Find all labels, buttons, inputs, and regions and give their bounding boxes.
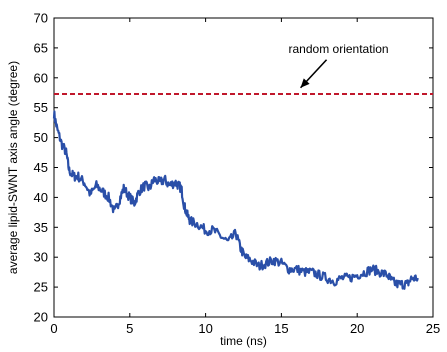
y-axis-label: average lipid-SWNT axis angle (degree) [6,61,20,274]
y-tick-label: 25 [34,280,48,295]
y-tick-label: 35 [34,220,48,235]
x-tick-label: 0 [50,321,57,336]
y-tick-label: 45 [34,160,48,175]
y-tick-label: 40 [34,190,48,205]
annotation: random orientation [289,42,389,89]
y-tick-label: 55 [34,100,48,115]
annotation-arrowhead [300,78,310,88]
tick-labels: 0 5 10 15 20 25 20 25 30 35 40 45 50 55 60 65 70 [34,11,441,337]
x-tick-label: 25 [426,321,440,336]
axis-ticks [53,17,434,318]
y-tick-label: 65 [34,40,48,55]
y-tick-label: 30 [34,250,48,265]
annotation-label: random orientation [289,42,389,56]
series-line [52,110,419,290]
x-tick-label: 15 [274,321,288,336]
x-axis-label: time (ns) [220,334,267,348]
y-tick-label: 60 [34,70,48,85]
x-tick-label: 10 [198,321,212,336]
y-tick-label: 50 [34,130,48,145]
y-tick-label: 20 [34,310,48,325]
x-tick-label: 5 [126,321,133,336]
x-tick-label: 20 [350,321,364,336]
y-tick-label: 70 [34,11,48,26]
